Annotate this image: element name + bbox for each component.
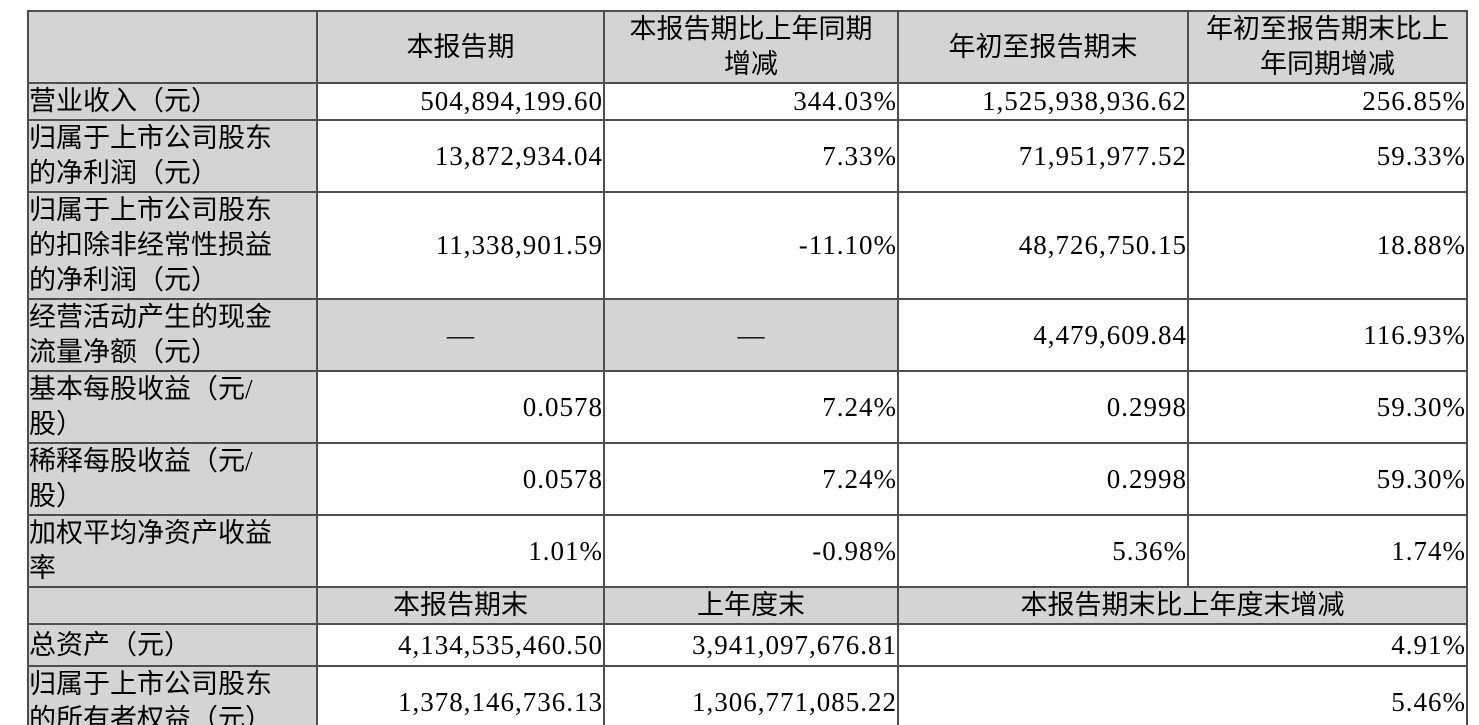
value-ytd-yoy-change: 256.85% xyxy=(1187,82,1468,121)
row-label-cell: 营业收入（元） xyxy=(27,82,318,121)
value-change: 4.91% xyxy=(897,623,1468,667)
value-yoy-change: -11.10% xyxy=(603,191,899,300)
value-ytd: 71,951,977.52 xyxy=(897,119,1189,193)
subheader-end-of-last-year: 上年度末 xyxy=(603,586,899,625)
value-ytd-yoy-change: 1.74% xyxy=(1187,514,1468,588)
table-row-revenue: 营业收入（元） 504,894,199.60 344.03% 1,525,938… xyxy=(27,82,1468,121)
subheader-end-of-period: 本报告期末 xyxy=(316,586,605,625)
value-end-of-last-year: 3,941,097,676.81 xyxy=(603,623,899,667)
row-label-cell: 归属于上市公司股东 的所有者权益（元） xyxy=(27,665,318,725)
value-ytd-yoy-change: 116.93% xyxy=(1187,298,1468,372)
row-label-cell: 稀释每股收益（元/ 股） xyxy=(27,442,318,516)
value-yoy-change: -0.98% xyxy=(603,514,899,588)
header-ytd-yoy-change: 年初至报告期末比上 年同期增减 xyxy=(1187,10,1468,84)
header-ytd: 年初至报告期末 xyxy=(897,10,1189,84)
value-end-of-last-year: 1,306,771,085.22 xyxy=(603,665,899,725)
value-yoy-change: 7.24% xyxy=(603,370,899,444)
row-label-cell: 归属于上市公司股东 的净利润（元） xyxy=(27,119,318,193)
row-label-cell: 归属于上市公司股东 的扣除非经常性损益 的净利润（元） xyxy=(27,191,318,300)
table-subheader-row: 本报告期末 上年度末 本报告期末比上年度末增减 xyxy=(27,586,1468,625)
table-row-operating-cash-flow: 经营活动产生的现金 流量净额（元） — — 4,479,609.84 116.9… xyxy=(27,298,1468,372)
value-ytd: 4,479,609.84 xyxy=(897,298,1189,372)
value-end-of-period: 1,378,146,736.13 xyxy=(316,665,605,725)
value-current-period: 11,338,901.59 xyxy=(316,191,605,300)
value-yoy-change: 7.24% xyxy=(603,442,899,516)
row-label-cell: 基本每股收益（元/ 股） xyxy=(27,370,318,444)
row-label-cell: 总资产（元） xyxy=(27,623,318,667)
value-current-period: 1.01% xyxy=(316,514,605,588)
value-ytd-yoy-change: 59.30% xyxy=(1187,442,1468,516)
value-ytd-yoy-change: 59.33% xyxy=(1187,119,1468,193)
row-label-cell: 加权平均净资产收益 率 xyxy=(27,514,318,588)
dash-placeholder: — xyxy=(316,298,605,372)
value-ytd: 5.36% xyxy=(897,514,1189,588)
table-row-equity: 归属于上市公司股东 的所有者权益（元） 1,378,146,736.13 1,3… xyxy=(27,665,1468,725)
value-yoy-change: 7.33% xyxy=(603,119,899,193)
table-row-diluted-eps: 稀释每股收益（元/ 股） 0.0578 7.24% 0.2998 59.30% xyxy=(27,442,1468,516)
value-current-period: 0.0578 xyxy=(316,370,605,444)
value-end-of-period: 4,134,535,460.50 xyxy=(316,623,605,667)
table-row-net-profit-excl-nonrecurring: 归属于上市公司股东 的扣除非经常性损益 的净利润（元） 11,338,901.5… xyxy=(27,191,1468,300)
subheader-empty-cell xyxy=(27,586,318,625)
value-current-period: 504,894,199.60 xyxy=(316,82,605,121)
value-ytd: 1,525,938,936.62 xyxy=(897,82,1189,121)
dash-placeholder: — xyxy=(603,298,899,372)
value-ytd: 0.2998 xyxy=(897,370,1189,444)
value-yoy-change: 344.03% xyxy=(603,82,899,121)
subheader-change-merged: 本报告期末比上年度末增减 xyxy=(897,586,1468,625)
value-change: 5.46% xyxy=(897,665,1468,725)
table-row-total-assets: 总资产（元） 4,134,535,460.50 3,941,097,676.81… xyxy=(27,623,1468,667)
financial-summary-table: 本报告期 本报告期比上年同期 增减 年初至报告期末 年初至报告期末比上 年同期增… xyxy=(27,10,1468,725)
value-ytd: 0.2998 xyxy=(897,442,1189,516)
value-ytd-yoy-change: 59.30% xyxy=(1187,370,1468,444)
value-current-period: 0.0578 xyxy=(316,442,605,516)
table-row-basic-eps: 基本每股收益（元/ 股） 0.0578 7.24% 0.2998 59.30% xyxy=(27,370,1468,444)
header-empty-cell xyxy=(27,10,318,84)
header-yoy-change: 本报告期比上年同期 增减 xyxy=(603,10,899,84)
table-row-weighted-avg-roe: 加权平均净资产收益 率 1.01% -0.98% 5.36% 1.74% xyxy=(27,514,1468,588)
header-current-period: 本报告期 xyxy=(316,10,605,84)
table-header-row: 本报告期 本报告期比上年同期 增减 年初至报告期末 年初至报告期末比上 年同期增… xyxy=(27,10,1468,84)
value-ytd-yoy-change: 18.88% xyxy=(1187,191,1468,300)
value-ytd: 48,726,750.15 xyxy=(897,191,1189,300)
table-row-net-profit: 归属于上市公司股东 的净利润（元） 13,872,934.04 7.33% 71… xyxy=(27,119,1468,193)
value-current-period: 13,872,934.04 xyxy=(316,119,605,193)
row-label-cell: 经营活动产生的现金 流量净额（元） xyxy=(27,298,318,372)
